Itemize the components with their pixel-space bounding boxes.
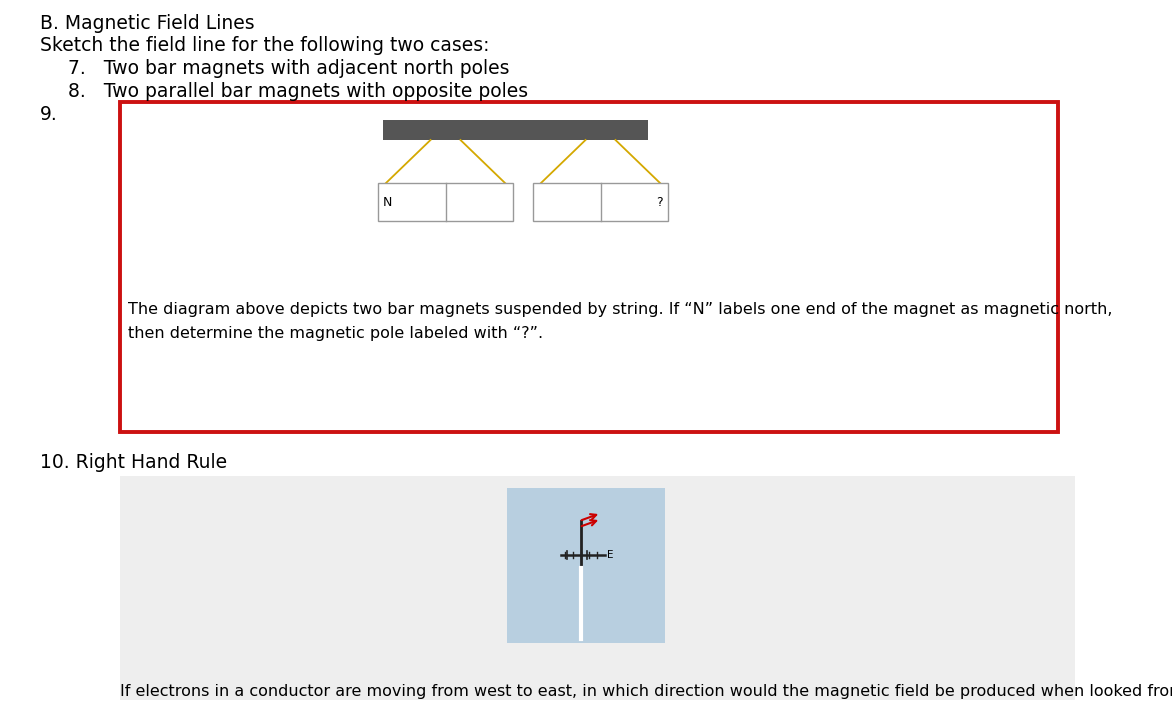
Text: Sketch the field line for the following two cases:: Sketch the field line for the following …	[40, 36, 490, 55]
Bar	[120, 476, 1075, 700]
Text: If electrons in a conductor are moving from west to east, in which direction wou: If electrons in a conductor are moving f…	[120, 684, 1172, 699]
Bar	[379, 183, 513, 221]
Text: N: N	[383, 195, 393, 208]
Text: 8.   Two parallel bar magnets with opposite poles: 8. Two parallel bar magnets with opposit…	[68, 82, 529, 101]
Bar	[533, 183, 668, 221]
Bar	[120, 102, 1058, 432]
Text: 7.   Two bar magnets with adjacent north poles: 7. Two bar magnets with adjacent north p…	[68, 59, 510, 78]
Text: The diagram above depicts two bar magnets suspended by string. If “N” labels one: The diagram above depicts two bar magnet…	[128, 302, 1112, 317]
Text: ?: ?	[656, 195, 663, 208]
Text: then determine the magnetic pole labeled with “?”.: then determine the magnetic pole labeled…	[128, 326, 543, 341]
Text: 9.: 9.	[40, 105, 57, 124]
Text: B. Magnetic Field Lines: B. Magnetic Field Lines	[40, 14, 254, 33]
Text: E: E	[607, 550, 613, 560]
Bar	[383, 120, 648, 140]
Bar	[507, 488, 665, 643]
Text: 10. Right Hand Rule: 10. Right Hand Rule	[40, 453, 227, 472]
